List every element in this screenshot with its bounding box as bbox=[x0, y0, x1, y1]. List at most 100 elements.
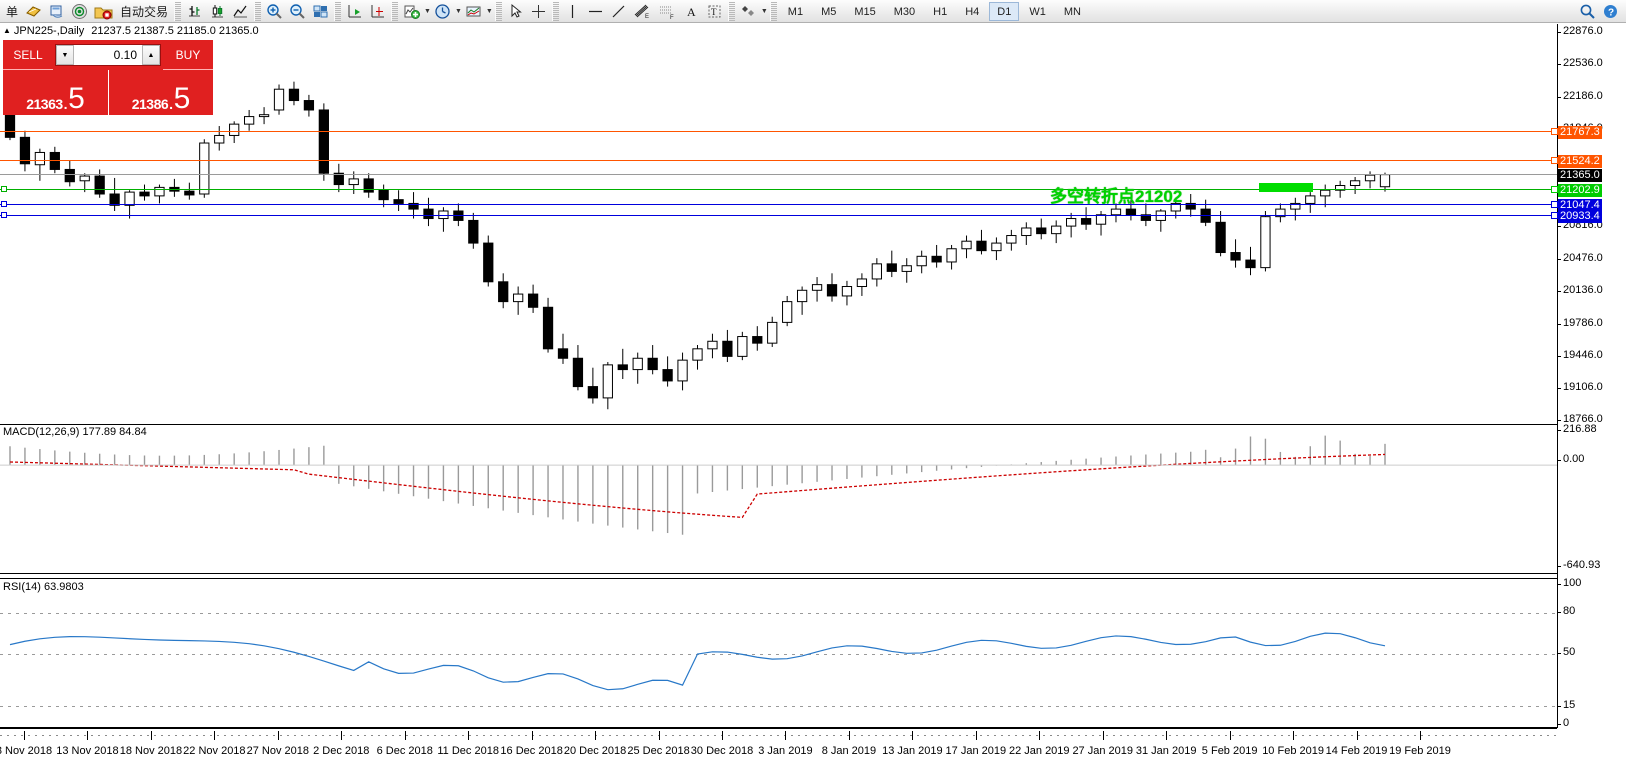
price-tick bbox=[1557, 258, 1561, 260]
price-tag-handle[interactable] bbox=[1551, 157, 1558, 164]
help-icon[interactable]: ? bbox=[1599, 1, 1622, 22]
price-tick bbox=[1557, 64, 1561, 66]
price-tag-support[interactable]: 21047.4 bbox=[1558, 199, 1602, 212]
price-tag-handle[interactable] bbox=[1551, 186, 1558, 193]
price-tag-support[interactable]: 20933.4 bbox=[1558, 210, 1602, 223]
date-tick bbox=[1420, 731, 1421, 740]
support-21047-handle[interactable] bbox=[1, 201, 7, 207]
one-click-trading-panel[interactable]: SELL ▼ 0.10 ▲ BUY 21363 . 5 21386 . 5 bbox=[3, 40, 213, 115]
timeframe-d1[interactable]: D1 bbox=[989, 1, 1020, 21]
indicators-add-icon[interactable] bbox=[400, 1, 423, 22]
date-tick-label: 31 Jan 2019 bbox=[1135, 745, 1197, 757]
text-label-icon[interactable]: A bbox=[680, 1, 703, 22]
date-tick-label: 22 Jan 2019 bbox=[1008, 745, 1070, 757]
rsi-pane[interactable] bbox=[0, 578, 1557, 728]
templates-icon[interactable] bbox=[462, 1, 485, 22]
pivot-annotation-label[interactable]: 多空转折点21202 bbox=[1050, 187, 1183, 206]
axis-tick bbox=[1557, 584, 1561, 585]
date-tick bbox=[150, 731, 152, 740]
date-tick-label: 16 Dec 2018 bbox=[500, 745, 563, 757]
cursor-icon[interactable] bbox=[504, 1, 527, 22]
macd-caption: MACD(12,26,9) 177.89 84.84 bbox=[3, 426, 147, 438]
templates-dropdown-caret-icon[interactable]: ▼ bbox=[485, 7, 493, 15]
autoscroll-icon[interactable] bbox=[366, 1, 389, 22]
date-tick-label: 6 Dec 2018 bbox=[376, 745, 433, 757]
broadcast-icon[interactable] bbox=[68, 1, 91, 22]
date-tick bbox=[1166, 731, 1168, 740]
equidistant-channel-icon[interactable]: E bbox=[630, 1, 655, 22]
date-axis[interactable]: 8 Nov 2018 13 Nov 2018 18 Nov 2018 22 Nov 2… bbox=[0, 731, 1557, 765]
search-icon[interactable] bbox=[1576, 1, 1599, 22]
price-tick-label: 19106.0 bbox=[1563, 380, 1603, 393]
resistance-line-21524[interactable] bbox=[0, 160, 1557, 161]
price-tick-label: 19446.0 bbox=[1563, 348, 1603, 361]
zoom-in-icon[interactable] bbox=[263, 1, 286, 22]
price-tag-resistance[interactable]: 21767.3 bbox=[1558, 126, 1602, 139]
shapes-icon[interactable] bbox=[737, 1, 760, 22]
rsi-caption: RSI(14) 63.9803 bbox=[3, 581, 84, 593]
candlestick-chart-icon[interactable] bbox=[206, 1, 229, 22]
collapse-triangle-icon[interactable]: ▲ bbox=[3, 26, 11, 35]
vertical-line-icon[interactable] bbox=[561, 1, 584, 22]
date-tick bbox=[1229, 731, 1231, 740]
zoom-out-icon[interactable] bbox=[286, 1, 309, 22]
axis-tick bbox=[1557, 460, 1561, 461]
indicators-dropdown-caret-icon[interactable]: ▼ bbox=[424, 7, 431, 15]
support-20933-handle[interactable] bbox=[1, 212, 7, 218]
pivot-line-handle[interactable] bbox=[1, 186, 7, 192]
price-tick bbox=[1557, 226, 1561, 228]
trendline-icon[interactable] bbox=[607, 1, 630, 22]
line-chart-icon[interactable] bbox=[229, 1, 252, 22]
price-chart-pane[interactable] bbox=[0, 24, 1557, 420]
timeframe-mn[interactable]: MN bbox=[1063, 5, 1081, 18]
autotrade-label[interactable]: 自动交易 bbox=[120, 4, 169, 19]
volume-input[interactable]: 0.10 bbox=[113, 48, 137, 62]
price-tag-handle[interactable] bbox=[1551, 212, 1558, 219]
volume-increase-arrow-icon[interactable]: ▲ bbox=[142, 45, 160, 65]
chart-shift-icon[interactable] bbox=[343, 1, 366, 22]
date-tick-label: 8 Nov 2018 bbox=[0, 745, 53, 757]
period-clock-icon[interactable] bbox=[431, 1, 454, 22]
timeframe-m15[interactable]: M15 bbox=[854, 5, 876, 18]
timeframe-w1[interactable]: W1 bbox=[1029, 5, 1046, 18]
price-tag-resistance[interactable]: 21524.2 bbox=[1558, 155, 1602, 168]
fibonacci-icon[interactable]: F bbox=[655, 1, 680, 22]
resistance-line-21767[interactable] bbox=[0, 131, 1557, 132]
price-tick-label: 19786.0 bbox=[1563, 316, 1603, 329]
candlestick-series bbox=[4, 81, 1391, 410]
crosshair-icon[interactable] bbox=[527, 1, 550, 22]
period-dropdown-caret-icon[interactable]: ▼ bbox=[454, 7, 462, 15]
support-line-21047[interactable] bbox=[0, 204, 1557, 205]
date-tick bbox=[1293, 731, 1295, 740]
grid-icon[interactable] bbox=[22, 1, 45, 22]
volume-decrease-arrow-icon[interactable]: ▼ bbox=[56, 45, 74, 65]
price-tag-last-price[interactable]: 21365.0 bbox=[1558, 169, 1602, 182]
shapes-dropdown-caret-icon[interactable]: ▼ bbox=[760, 7, 768, 15]
rsi-level-50-line bbox=[0, 654, 1557, 655]
timeframe-h4[interactable]: H4 bbox=[965, 5, 980, 18]
autotrade-folder-icon[interactable] bbox=[91, 1, 116, 22]
tile-windows-icon[interactable] bbox=[309, 1, 332, 22]
timeframe-h1[interactable]: H1 bbox=[933, 5, 948, 18]
pivot-line-21202[interactable] bbox=[0, 189, 1557, 190]
macd-pane[interactable] bbox=[0, 424, 1557, 574]
price-tag-handle[interactable] bbox=[1551, 201, 1558, 208]
cloud-icon[interactable] bbox=[45, 1, 68, 22]
timeframe-m5[interactable]: M5 bbox=[821, 5, 837, 18]
buy-price[interactable]: 21386 . 5 bbox=[108, 70, 213, 115]
timeframe-m30[interactable]: M30 bbox=[893, 5, 916, 18]
date-tick bbox=[722, 731, 723, 740]
bar-chart-icon[interactable] bbox=[183, 1, 206, 22]
price-tag-handle[interactable] bbox=[1551, 128, 1558, 135]
price-tag-pivot[interactable]: 21202.9 bbox=[1558, 184, 1602, 197]
text-box-icon[interactable]: T bbox=[703, 1, 726, 22]
sell-button[interactable]: SELL bbox=[3, 40, 53, 70]
support-line-20933[interactable] bbox=[0, 215, 1557, 216]
buy-button[interactable]: BUY bbox=[163, 40, 213, 70]
volume-stepper[interactable]: ▼ 0.10 ▲ bbox=[53, 40, 163, 70]
horizontal-line-icon[interactable] bbox=[584, 1, 607, 22]
toolbar-separator bbox=[391, 1, 399, 21]
timeframe-m1[interactable]: M1 bbox=[787, 5, 804, 18]
sell-price[interactable]: 21363 . 5 bbox=[3, 70, 108, 115]
date-tick bbox=[277, 731, 279, 740]
